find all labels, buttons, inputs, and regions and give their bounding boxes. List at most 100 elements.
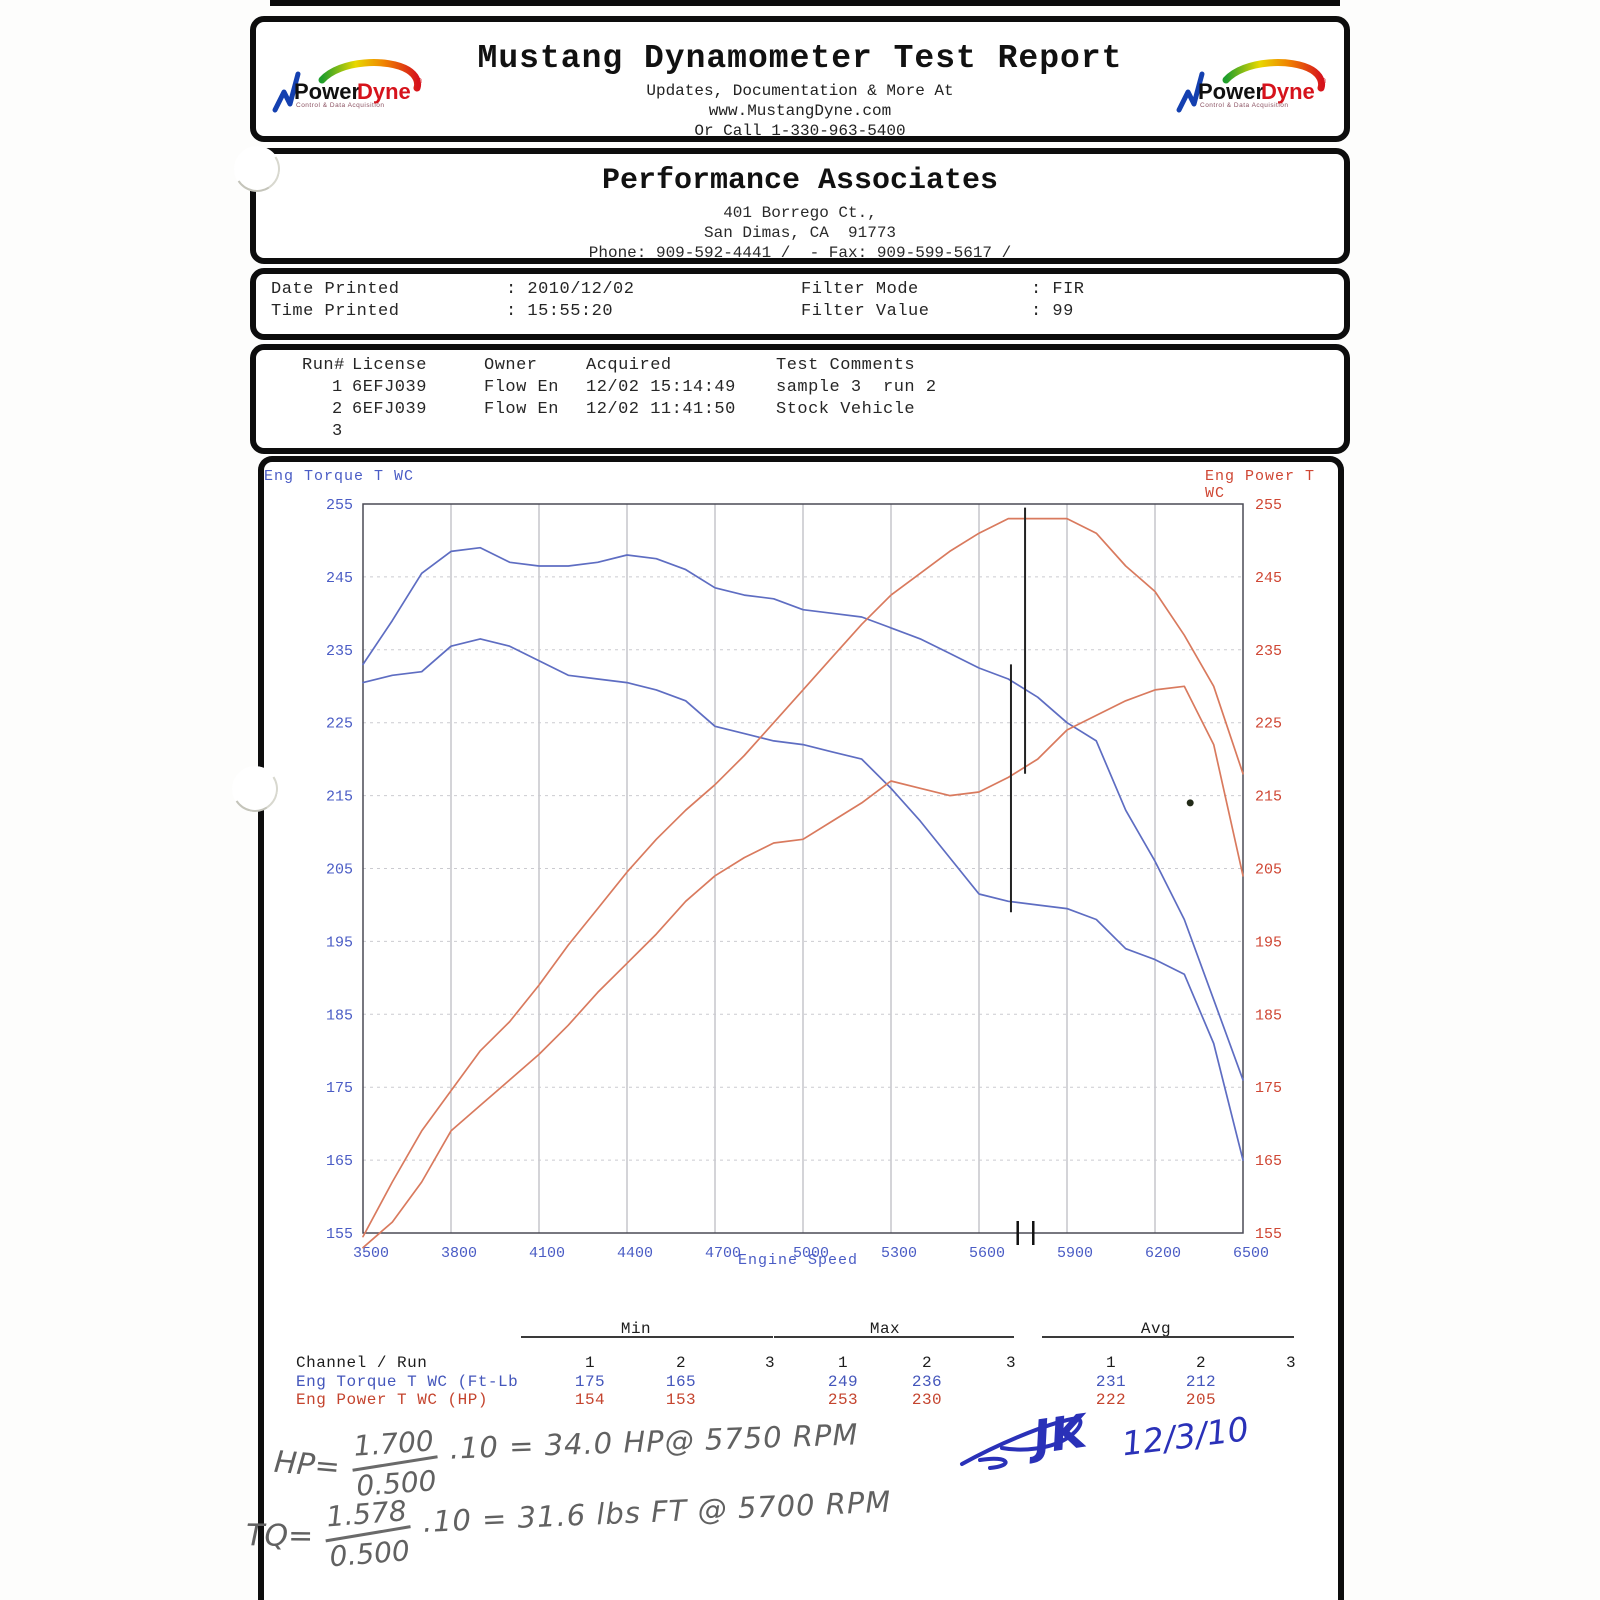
stats-underline-max	[774, 1336, 1014, 1338]
stats-run-number: 1	[584, 1354, 596, 1372]
runs-header-owner: Owner	[484, 356, 538, 375]
time-printed-label: Time Printed	[271, 302, 400, 321]
right-axis-tick-label: 205	[1255, 862, 1282, 879]
stats-value-avg-run1: 231	[1095, 1373, 1127, 1391]
stats-underline-min	[521, 1336, 773, 1338]
stats-group-header-max: Max	[869, 1320, 901, 1338]
right-axis-title: Eng Power T WC	[1205, 468, 1316, 502]
print-info-box: Date Printed : 2010/12/02 Time Printed :…	[250, 268, 1350, 340]
run-owner: Flow En	[484, 400, 559, 419]
x-axis-tick-label: 5900	[1057, 1245, 1093, 1262]
scan-speck	[1186, 799, 1194, 807]
company-phone-fax: Phone: 909-592-4441 / - Fax: 909-599-561…	[588, 244, 1012, 262]
right-axis-tick-label: 195	[1255, 934, 1282, 951]
rainbow-arc	[1222, 59, 1326, 92]
series-eng-torque-t-wc-run-2	[362, 638, 1244, 1161]
right-axis-tick-label: 215	[1255, 789, 1282, 806]
stats-value-min-run2: 165	[665, 1373, 697, 1391]
run-number: 2	[332, 400, 343, 419]
right-axis-tick-label: 185	[1255, 1007, 1282, 1024]
powerdyne-logo-art: Power Dyne ®	[272, 59, 422, 113]
company-address-line1: 401 Borrego Ct.,	[723, 204, 877, 222]
run-comments: sample 3 run 2	[776, 378, 937, 397]
stats-table: Min Max Avg Channel / Run 1 1 1 2 2 2 3 3 3 Eng Torqu…	[264, 462, 1338, 1594]
runs-box: Run# License Owner Acquired Test Comment…	[250, 344, 1350, 454]
stats-run-number: 2	[1195, 1354, 1207, 1372]
runs-header-comments: Test Comments	[776, 356, 916, 375]
dyno-chart: Eng Torque T WC Eng Power T WC 155 155 165…	[264, 462, 1338, 1594]
left-axis-title: Eng Torque T WC	[264, 468, 415, 485]
stats-run-number: 3	[1285, 1354, 1297, 1372]
stats-value-max-run1: 253	[827, 1391, 859, 1409]
stats-value-max-run1: 249	[827, 1373, 859, 1391]
filter-value-value: : 99	[1031, 302, 1074, 321]
stats-value-max-run2: 230	[911, 1391, 943, 1409]
stats-run-number: 1	[1105, 1354, 1117, 1372]
right-axis-tick-label: 245	[1255, 570, 1282, 587]
stats-value-avg-run2: 212	[1185, 1373, 1217, 1391]
logo-tagline: Control & Data Acquisition	[1200, 102, 1289, 109]
stats-value-max-run2: 236	[911, 1373, 943, 1391]
left-axis-tick-label: 195	[326, 934, 353, 951]
chart-plot-svg: 155 155 165 165 175 175 185 185 195 195 205 205 215 2…	[326, 497, 1282, 1262]
right-axis-tick-label: 165	[1255, 1153, 1282, 1170]
powerdyne-logo-right: Power Dyne ® Control & Data Acquisition	[1174, 58, 1332, 124]
company-name: Performance Associates	[601, 164, 999, 198]
stats-row-label: Eng Power T WC (HP)	[296, 1391, 488, 1409]
logo-text-power: Power	[1198, 79, 1264, 104]
x-axis-tick-label: 4700	[705, 1245, 741, 1262]
date-printed-label: Date Printed	[271, 280, 400, 299]
stats-value-avg-run1: 222	[1095, 1391, 1127, 1409]
stats-value-min-run1: 154	[574, 1391, 606, 1409]
header-phone: Or Call 1-330-963-5400	[694, 122, 906, 140]
logo-text-power: Power	[294, 79, 360, 104]
blue-trace-icon	[272, 71, 301, 113]
left-axis-tick-label: 235	[326, 643, 353, 660]
left-axis-tick-label: 255	[326, 497, 353, 514]
left-axis-tick-label: 185	[326, 1007, 353, 1024]
report-title: Mustang Dynamometer Test Report	[477, 40, 1123, 77]
run-comments: Stock Vehicle	[776, 400, 916, 419]
x-axis-tick-label: 4400	[617, 1245, 653, 1262]
filter-mode-label: Filter Mode	[801, 280, 919, 299]
logo-text-dyne: Dyne	[1261, 79, 1315, 104]
plot-frame	[362, 503, 1244, 1234]
header-website: www.MustangDyne.com	[708, 102, 892, 120]
stats-value-min-run1: 175	[574, 1373, 606, 1391]
logo-text-dyne: Dyne	[357, 79, 411, 104]
run-acquired: 12/02 11:41:50	[586, 400, 736, 419]
logo-reg-mark: ®	[1321, 78, 1326, 87]
right-axis-tick-label: 225	[1255, 716, 1282, 733]
right-axis-tick-label: 175	[1255, 1080, 1282, 1097]
scan-edge-top	[270, 0, 1340, 6]
series-eng-power-t-wc-run-1	[362, 517, 1244, 1238]
left-axis-tick-label: 155	[326, 1226, 353, 1243]
header-box: Mustang Dynamometer Test Report Updates,…	[250, 16, 1350, 142]
x-axis-tick-label: 6200	[1145, 1245, 1181, 1262]
date-printed-value: : 2010/12/02	[506, 280, 635, 299]
runs-header-acquired: Acquired	[586, 356, 672, 375]
x-axis-tick-label: 5000	[793, 1245, 829, 1262]
x-axis-tick-label: 5600	[969, 1245, 1005, 1262]
left-axis-tick-label: 165	[326, 1153, 353, 1170]
header-subtitle: Updates, Documentation & More At	[646, 82, 954, 100]
powerdyne-logo-art: Power Dyne ®	[1176, 59, 1326, 113]
right-axis-tick-label: 155	[1255, 1226, 1282, 1243]
blue-trace-icon	[1176, 71, 1205, 113]
right-axis-tick-label: 255	[1255, 497, 1282, 514]
left-axis-tick-label: 225	[326, 716, 353, 733]
stats-channel-run-label: Channel / Run	[296, 1354, 428, 1372]
stats-run-number: 3	[764, 1354, 776, 1372]
right-axis-tick-label: 235	[1255, 643, 1282, 660]
left-axis-tick-label: 175	[326, 1080, 353, 1097]
filter-value-label: Filter Value	[801, 302, 930, 321]
run-license: 6EFJ039	[352, 378, 427, 397]
x-axis-tick-label: 6500	[1233, 1245, 1269, 1262]
stats-run-number: 3	[1005, 1354, 1017, 1372]
powerdyne-logo-left: Power Dyne ® Control & Data Acquisition	[270, 58, 428, 124]
x-axis-title: Engine Speed	[738, 1252, 859, 1269]
left-axis-tick-label: 205	[326, 862, 353, 879]
stats-row-label: Eng Torque T WC (Ft-Lb	[296, 1373, 519, 1391]
runs-header-run: Run#	[302, 356, 345, 375]
chart-section-box: Eng Torque T WC Eng Power T WC 155 155 165…	[258, 456, 1344, 1600]
